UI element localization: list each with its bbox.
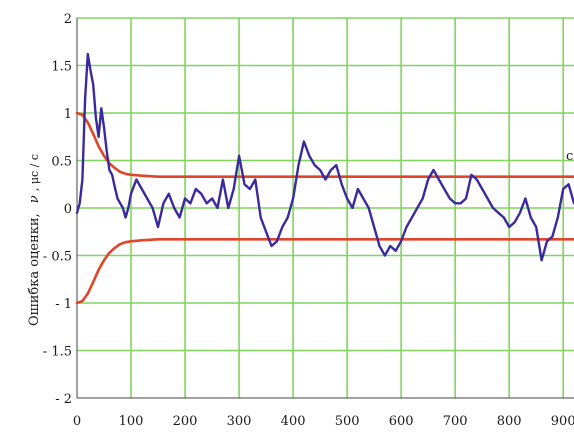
grid-lines [77,18,574,398]
svg-text:Ошибка оценки, ν ,: Ошибка оценки, ν , μс / с [27,154,42,326]
y-tick-label: - 0.5 [43,250,72,265]
y-tick-label: 0.5 [51,155,72,170]
x-tick-label: 0 [73,414,81,429]
y-axis-label-math: ν [27,195,42,203]
y-tick-label: - 2 [55,392,72,407]
x-tick-label: 700 [443,414,468,429]
x-tick-label: 600 [389,414,414,429]
y-tick-label: - 1.5 [43,345,72,360]
x-tick-label: 400 [281,414,306,429]
plot-frame [76,17,574,399]
x-tick-label: 300 [227,414,252,429]
data-series [75,52,574,305]
x-tick-label: 500 [335,414,360,429]
x-tick-label: 900 [551,414,574,429]
series-line-bound [75,111,574,178]
y-tick-label: 1 [64,107,72,122]
x-tick-label: 200 [173,414,198,429]
x-tick-labels: 0 100 200 300 400 500 600 700 800 900 [73,414,574,429]
y-axis-label-units: , μс / с [28,154,41,191]
series-line-estimate-error [75,52,574,262]
y-axis-label: Ошибка оценки, ν , μс / с [27,154,42,326]
y-tick-label: 2 [64,12,72,27]
y-axis-label-text: Ошибка оценки, [27,213,42,326]
y-tick-label: 1.5 [51,60,72,75]
series-line-bound [75,238,574,305]
partial-marker-label: с [566,149,573,164]
y-tick-labels: 2 1.5 1 0.5 0 - 0.5 - 1 - 1.5 - 2 [43,12,72,407]
y-tick-label: 0 [64,202,72,217]
y-tick-label: - 1 [55,297,72,312]
x-tick-label: 100 [119,414,144,429]
x-tick-label: 800 [497,414,522,429]
